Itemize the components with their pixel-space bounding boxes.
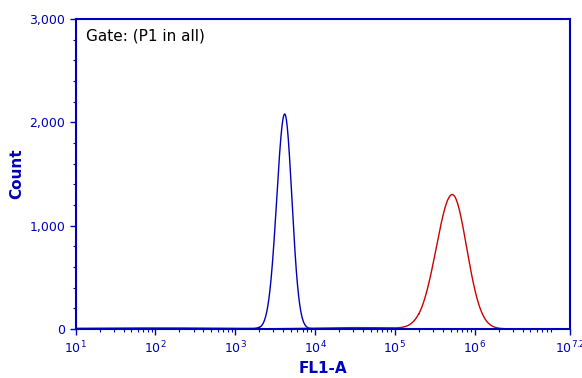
Text: Gate: (P1 in all): Gate: (P1 in all): [86, 28, 204, 43]
X-axis label: FL1-A: FL1-A: [299, 361, 347, 376]
Y-axis label: Count: Count: [9, 149, 24, 199]
